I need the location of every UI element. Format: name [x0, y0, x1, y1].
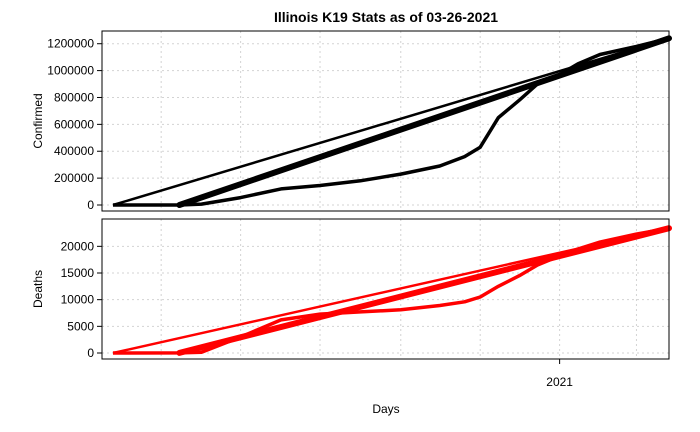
- x-axis-label: Days: [372, 402, 399, 416]
- y-tick-label: 10000: [61, 293, 95, 307]
- y-tick-label: 20000: [61, 239, 95, 253]
- y-tick-label: 5000: [67, 319, 94, 333]
- confirmed-series: [112, 35, 672, 208]
- deaths-plot-frame: [101, 218, 670, 360]
- deaths-y-axis-label: Deaths: [31, 270, 45, 308]
- chart-title: Illinois K19 Stats as of 03-26-2021: [274, 9, 498, 25]
- deaths-x-axis: 2021: [546, 359, 573, 389]
- series-line: [113, 36, 670, 207]
- y-tick-label: 1000000: [47, 64, 94, 78]
- y-tick-label: 600000: [54, 117, 94, 131]
- deaths-y-axis: 0 5000 10000 15000 20000: [61, 239, 102, 360]
- confirmed-grid: [102, 31, 669, 211]
- confirmed-y-axis: 0 200000 400000 600000 800000 1000000 1200000: [47, 37, 102, 212]
- x-tick-label: 2021: [546, 375, 573, 389]
- confirmed-plot-frame: [101, 30, 670, 212]
- y-tick-label: 0: [87, 346, 94, 360]
- series-band: [176, 35, 672, 208]
- y-tick-label: 15000: [61, 266, 95, 280]
- y-tick-label: 0: [87, 198, 94, 212]
- y-tick-label: 200000: [54, 171, 94, 185]
- series-band: [176, 225, 672, 356]
- deaths-series: [112, 225, 672, 356]
- series-wrap-line: [112, 37, 670, 207]
- y-tick-label: 1200000: [47, 37, 94, 51]
- deaths-grid: [102, 219, 669, 359]
- confirmed-y-axis-label: Confirmed: [31, 93, 45, 148]
- y-tick-label: 800000: [54, 90, 94, 104]
- deaths-panel: 0 5000 10000 15000 20000 2021 Deaths: [31, 218, 672, 389]
- series-line: [112, 226, 670, 355]
- confirmed-panel: 020000040000060000080000010000001200000 …: [31, 30, 672, 212]
- y-tick-label: 400000: [54, 144, 94, 158]
